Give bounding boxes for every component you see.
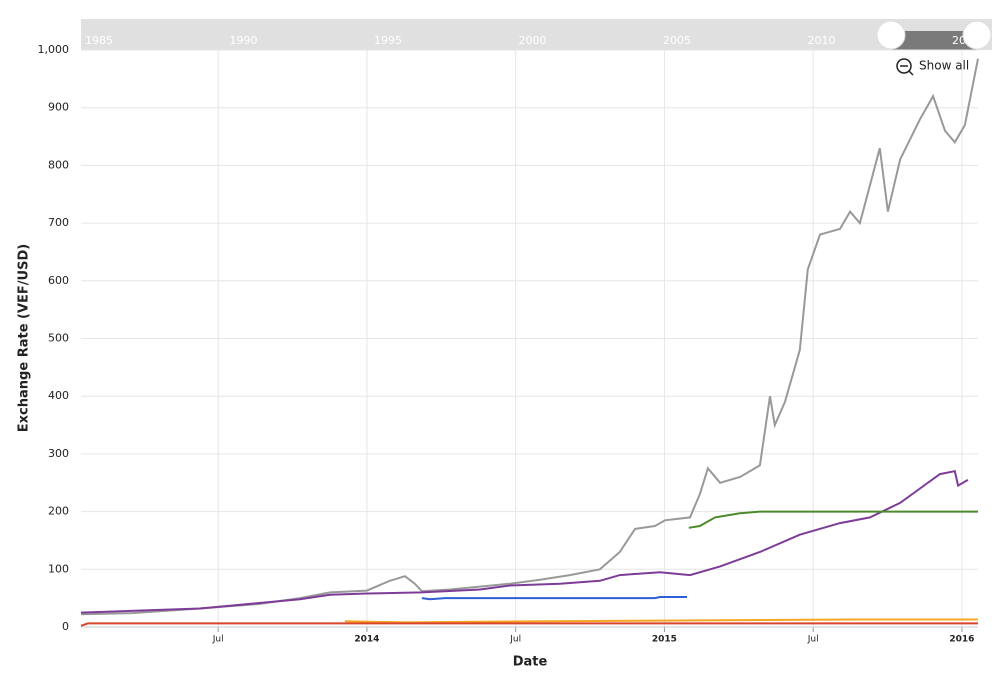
navigator-label: 2010 <box>808 34 836 47</box>
navigator-handle[interactable] <box>876 20 906 50</box>
x-axis-label: Date <box>513 655 548 670</box>
reset-zoom[interactable]: Show all <box>896 58 969 76</box>
y-tick-label: 400 <box>48 389 69 402</box>
series-line <box>80 622 978 627</box>
series-line <box>80 58 979 616</box>
series-line <box>344 618 978 624</box>
y-tick-label: 600 <box>48 274 69 287</box>
y-tick-label: 100 <box>48 562 69 575</box>
y-tick-label: 0 <box>62 620 69 633</box>
x-tick-label: 2014 <box>354 635 379 645</box>
y-tick-label: 800 <box>48 158 69 171</box>
y-tick-label: 900 <box>48 101 69 114</box>
x-tick-label: Jul <box>807 635 819 645</box>
x-tick-label: 2016 <box>949 635 974 645</box>
x-tick-label: Jul <box>509 635 521 645</box>
series-line <box>80 470 969 614</box>
y-axis-label: Exchange Rate (VEF/USD) <box>17 244 32 432</box>
navigator-label: 1995 <box>374 34 402 47</box>
reset-button[interactable]: Show all <box>919 59 969 73</box>
navigator-labels: 1985199019952000200520102015 <box>85 34 980 47</box>
zoom-icon <box>896 58 912 74</box>
y-tick-label: 1,000 <box>38 43 70 56</box>
navigator-label: 1990 <box>230 34 258 47</box>
y-tick-label: 700 <box>48 216 69 229</box>
navigator-label: 1985 <box>85 34 113 47</box>
y-tick-label: 200 <box>48 505 69 518</box>
grid <box>81 49 978 628</box>
navigator-label: 2000 <box>519 34 547 47</box>
navigator-label: 2005 <box>663 34 691 47</box>
navigator-handle[interactable] <box>962 20 992 50</box>
zoom-icon <box>908 70 914 76</box>
series-line <box>688 510 978 529</box>
x-tick-label: Jul <box>212 635 224 645</box>
series-line <box>421 596 687 601</box>
navigator <box>81 19 992 50</box>
navigator-selection <box>891 31 977 50</box>
y-tick-label: 500 <box>48 332 69 345</box>
y-tick-label: 300 <box>48 447 69 460</box>
x-tick-label: 2015 <box>652 635 677 645</box>
